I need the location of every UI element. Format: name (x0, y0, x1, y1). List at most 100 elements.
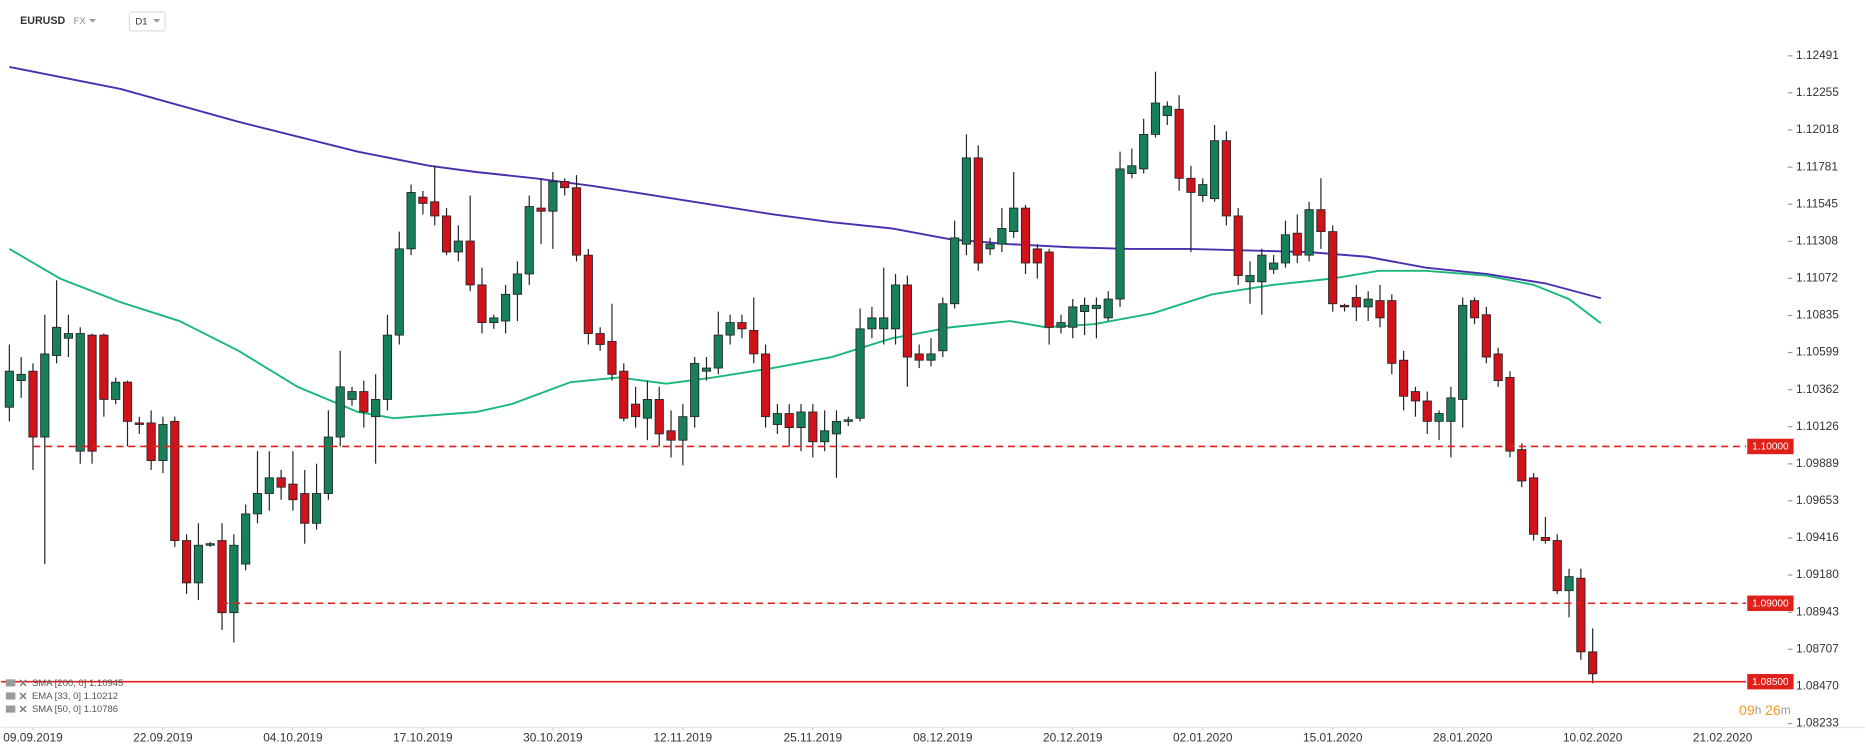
y-tick-label: 1.11308 (1796, 233, 1838, 247)
candle-body (300, 493, 310, 524)
candle-body (1387, 300, 1397, 364)
candle-body (335, 386, 345, 438)
candle-body (4, 370, 14, 408)
candle-body (1245, 275, 1255, 283)
y-tick-label: 1.10835 (1796, 308, 1839, 322)
interval[interactable]: D1 (135, 17, 147, 28)
countdown-m: m (1781, 703, 1791, 717)
candle-body (501, 293, 511, 322)
countdown-h: h (1755, 703, 1762, 717)
candle-body (323, 436, 333, 494)
candle-body (1552, 540, 1562, 592)
candle-body (1339, 304, 1350, 308)
candle-body (1422, 400, 1432, 422)
symbol[interactable]: EURUSD (20, 15, 65, 27)
candle-body (134, 422, 144, 425)
candle-body (512, 273, 523, 295)
candle-body (654, 398, 664, 435)
candle-body (1410, 391, 1421, 402)
x-tick-label: 15.01.2020 (1303, 730, 1363, 744)
candle-body (985, 243, 995, 250)
legend-entry: EMA [33, 0] 1.10212 (32, 691, 118, 702)
candle-body (595, 333, 605, 345)
candle-body (1458, 304, 1468, 400)
candle-body (1588, 651, 1598, 675)
legend-close-icon[interactable] (19, 705, 27, 713)
candle-body (1363, 298, 1373, 308)
candle-body (914, 353, 924, 361)
candle-body (784, 413, 794, 429)
candle-body (725, 322, 735, 336)
candle-body (489, 317, 499, 323)
y-tick-label: 1.11781 (1796, 159, 1838, 173)
legend-close-icon[interactable] (19, 692, 27, 700)
x-tick-label: 30.10.2019 (523, 730, 583, 744)
x-tick-label: 25.11.2019 (784, 730, 843, 744)
candle-body (382, 334, 393, 400)
dropdown-arrow[interactable] (89, 19, 97, 23)
candle-body (879, 317, 889, 330)
candle-body (264, 477, 274, 494)
x-tick-label: 04.10.2019 (263, 730, 323, 744)
candle-body (87, 334, 97, 452)
candle-body (1103, 298, 1113, 319)
y-tick-label: 1.08943 (1796, 604, 1839, 618)
candle-body (241, 513, 251, 565)
candle-body (690, 362, 700, 418)
candle-body (1446, 397, 1456, 422)
candle-body (75, 333, 85, 452)
x-tick-label: 09.09.2019 (3, 730, 63, 744)
legend-icon (5, 692, 16, 700)
candle-body (182, 540, 192, 584)
candle-body (772, 413, 782, 425)
x-tick-label: 02.01.2020 (1173, 730, 1233, 744)
candle-body (831, 420, 842, 435)
level-label-box (1747, 673, 1794, 690)
y-tick-label: 1.09889 (1796, 456, 1839, 470)
candle-body (1529, 477, 1539, 535)
candle-body (749, 329, 759, 355)
interval-box[interactable] (128, 11, 166, 32)
level-label-box (1747, 595, 1794, 611)
y-tick-label: 1.12491 (1796, 48, 1839, 62)
candle-body (631, 403, 641, 418)
candle-body (418, 196, 428, 204)
candle-body (1186, 177, 1196, 193)
x-tick-label: 12.11.2019 (654, 730, 713, 744)
candle-body (1269, 262, 1279, 270)
candle-body (1091, 304, 1101, 309)
dropdown-arrow[interactable] (153, 19, 161, 23)
candle-body (890, 284, 901, 330)
y-tick-label: 1.10362 (1796, 382, 1839, 396)
candle-body (394, 248, 404, 336)
candle-body (843, 419, 853, 422)
candle-body (28, 370, 38, 438)
candle-body (808, 411, 818, 443)
candle-body (571, 187, 582, 256)
candle-body (311, 493, 322, 524)
candle-body (40, 353, 50, 438)
candle-body (347, 391, 357, 400)
candle-body (99, 334, 109, 400)
candle-body (1044, 251, 1054, 328)
candle-body (465, 240, 475, 286)
candle-body (1257, 254, 1267, 283)
indicator-line (9, 65, 1602, 300)
y-tick-label: 1.09416 (1796, 530, 1839, 544)
candle-body (276, 477, 286, 488)
candle-body (1564, 576, 1574, 592)
candle-body (1068, 306, 1078, 328)
candle-body (950, 237, 960, 305)
candle-body (796, 411, 806, 429)
candle-body (170, 420, 180, 541)
candle-body (997, 228, 1007, 245)
legend-close-icon[interactable] (19, 679, 27, 687)
candle-body (359, 391, 369, 413)
candle-body (1127, 165, 1137, 175)
candle-body (193, 544, 203, 584)
candle-body (430, 201, 440, 217)
candle-body (737, 322, 747, 330)
candle-body (406, 191, 416, 250)
y-tick-label: 1.11545 (1796, 196, 1838, 210)
